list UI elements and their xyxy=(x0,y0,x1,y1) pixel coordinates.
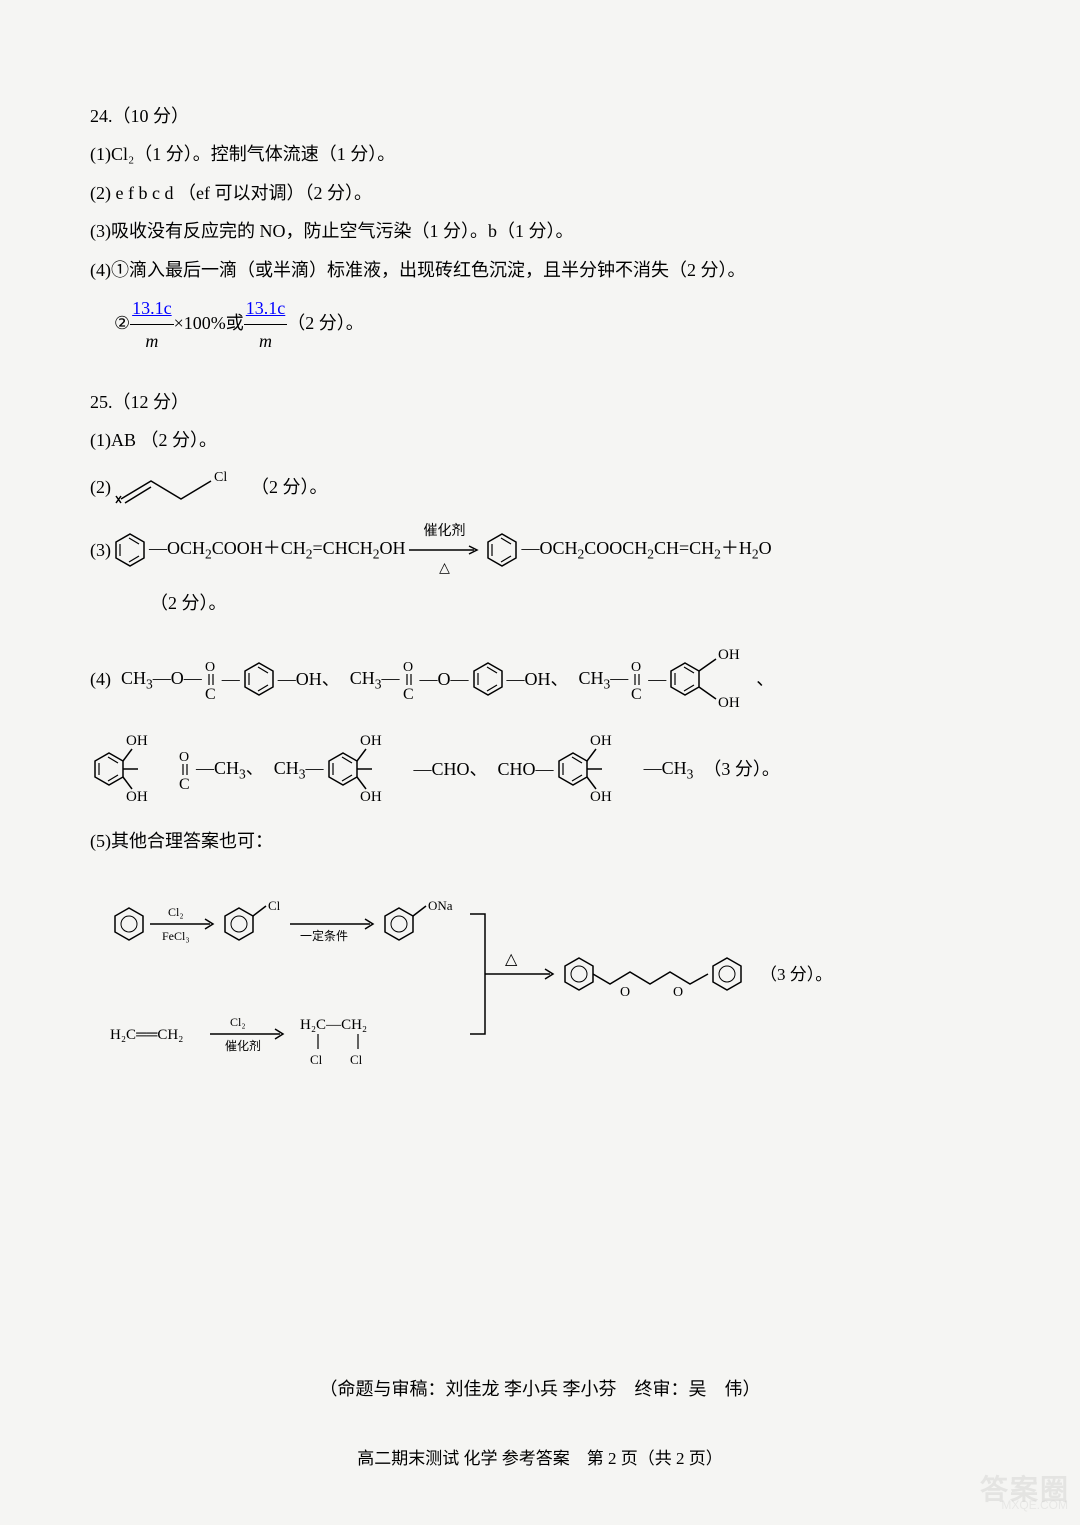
isomer-1: CH3—O— OC — —OH、 xyxy=(121,657,340,701)
svg-text:Cl₂: Cl₂ xyxy=(230,1015,246,1029)
footer-credit: （命题与审稿：刘佳龙 李小兵 李小芬 终审：吴 伟） xyxy=(0,1373,1080,1405)
svg-text:O: O xyxy=(403,660,413,675)
reaction-arrow: 催化剂 △ xyxy=(409,519,479,581)
allyl-chloride-structure: Cl xyxy=(111,463,231,513)
q24-p3: (3)吸收没有反应完的 NO，防止空气污染（1 分）。b（1 分）。 xyxy=(90,215,990,247)
carbonyl-icon-3: OC xyxy=(628,657,648,701)
frac-den: m xyxy=(130,325,174,357)
q25-p2: (2) Cl （2 分）。 xyxy=(90,463,990,513)
svg-text:OH: OH xyxy=(718,695,740,711)
question-25: 25.（12 分） (1)AB （2 分）。 (2) Cl （2 分）。 (3)… xyxy=(90,386,990,1084)
svg-text:（3 分）。: （3 分）。 xyxy=(760,965,832,984)
q24-p4b: ②13.1cm×100%或13.1cm（2 分）。 xyxy=(90,292,990,358)
svg-text:Cl: Cl xyxy=(214,470,227,485)
svg-text:OH: OH xyxy=(590,733,612,749)
svg-text:O: O xyxy=(179,750,189,765)
frac-den-2: m xyxy=(244,325,288,357)
benzene-ring-4 xyxy=(469,659,507,699)
q25-p4-prefix: (4) xyxy=(90,663,111,695)
benzene-diol-2: OH OH xyxy=(90,729,176,809)
svg-text:Cl: Cl xyxy=(310,1052,323,1067)
benzene-ring-3 xyxy=(240,659,278,699)
q24-p2: (2) e f b c d （ef 可以对调）（2 分）。 xyxy=(90,177,990,209)
svg-text:OH: OH xyxy=(718,647,740,663)
svg-text:C: C xyxy=(205,686,216,701)
svg-text:Cl: Cl xyxy=(350,1052,363,1067)
svg-text:O: O xyxy=(631,660,641,675)
arrow-bot: △ xyxy=(439,556,450,581)
isomer-4: OHOH OC —CH3、 xyxy=(90,729,264,809)
svg-text:一定条件: 一定条件 xyxy=(300,928,348,943)
fraction-1: 13.1cm xyxy=(130,292,174,358)
svg-text:△: △ xyxy=(505,951,518,968)
carbonyl-icon-4: OC xyxy=(176,747,196,791)
svg-text:OH: OH xyxy=(126,733,148,749)
q25-p4-row1: (4) CH3—O— OC — —OH、 CH3— OC —O— —OH、 CH… xyxy=(90,639,990,719)
svg-text:Cl: Cl xyxy=(268,898,281,913)
svg-text:催化剂: 催化剂 xyxy=(225,1038,261,1053)
q25-p1: (1)AB （2 分）。 xyxy=(90,424,990,456)
frac-num-2: 13.1c xyxy=(244,292,288,325)
q25-p3-suffix: （2 分）。 xyxy=(150,587,990,619)
isomer-6: CHO— OHOH —CH3 xyxy=(498,729,694,809)
isomer-2: CH3— OC —O— —OH、 xyxy=(350,657,569,701)
q24-header: 24.（10 分） xyxy=(90,100,990,132)
q24-p4b-mid: ×100%或 xyxy=(174,313,244,333)
q24-p4b-prefix: ② xyxy=(114,313,130,333)
isomer-3: CH3— OC — OHOH 、 xyxy=(579,639,775,719)
q24-p4a: (4)①滴入最后一滴（或半滴）标准液，出现砖红色沉淀，且半分钟不消失（2 分）。 xyxy=(90,254,990,286)
fraction-2: 13.1cm xyxy=(244,292,288,358)
benzene-diol-1: OH OH xyxy=(666,639,756,719)
svg-text:H₂C══CH₂: H₂C══CH₂ xyxy=(110,1027,183,1043)
q25-p5-prefix: (5)其他合理答案也可： xyxy=(90,825,990,857)
svg-text:OH: OH xyxy=(590,789,612,805)
svg-text:C: C xyxy=(403,686,414,701)
svg-text:H₂C—CH₂: H₂C—CH₂ xyxy=(300,1017,367,1033)
svg-text:O: O xyxy=(205,660,215,675)
q25-p2-prefix: (2) xyxy=(90,471,111,503)
svg-text:Cl₂: Cl₂ xyxy=(168,905,184,919)
q25-p3: (3) —OCH2COOH＋CH2=CHCH2OH 催化剂 △ —OCH2COO… xyxy=(90,519,990,581)
footer-page: 高二期末测试 化学 参考答案 第 2 页（共 2 页） xyxy=(0,1444,1080,1475)
q24-p1: (1)Cl₂（1 分）。控制气体流速（1 分）。 xyxy=(90,138,990,170)
q25-p2-suffix: （2 分）。 xyxy=(251,471,328,503)
q25-p4-row2: OHOH OC —CH3、 CH3— OHOH —CHO、 CHO— OHOH … xyxy=(90,729,990,809)
svg-text:O: O xyxy=(673,985,683,1000)
question-24: 24.（10 分） (1)Cl₂（1 分）。控制气体流速（1 分）。 (2) e… xyxy=(90,100,990,358)
q25-p3-prefix: (3) xyxy=(90,534,111,566)
svg-text:O: O xyxy=(620,985,630,1000)
q24-p4b-suffix: （2 分）。 xyxy=(287,313,364,333)
watermark-url: MXQE.COM xyxy=(1001,1495,1068,1517)
svg-text:FeCl₃: FeCl₃ xyxy=(162,929,190,943)
reaction-scheme: Cl₂ FeCl₃ Cl 一定条件 ONa △ O O （3 分）。 H₂C══CH… xyxy=(90,864,990,1084)
benzene-diol-4: OH OH xyxy=(554,729,644,809)
carbonyl-icon: OC xyxy=(202,657,222,701)
carbonyl-icon-2: OC xyxy=(400,657,420,701)
q25-p3-r2: —OCH2COOCH2CH=CH2＋H2O xyxy=(521,532,771,567)
svg-text:OH: OH xyxy=(360,733,382,749)
isomer-5: CH3— OHOH —CHO、 xyxy=(274,729,488,809)
q25-header: 25.（12 分） xyxy=(90,386,990,418)
benzene-diol-3: OH OH xyxy=(324,729,414,809)
q25-p3-r1: —OCH2COOH＋CH2=CHCH2OH xyxy=(149,532,405,567)
benzene-ring-1 xyxy=(111,530,149,570)
svg-text:ONa: ONa xyxy=(428,898,453,913)
arrow-top: 催化剂 xyxy=(423,519,465,544)
q25-p4-suffix: （3 分）。 xyxy=(703,753,780,785)
svg-text:C: C xyxy=(179,776,190,791)
svg-text:OH: OH xyxy=(126,789,148,805)
svg-text:OH: OH xyxy=(360,789,382,805)
benzene-ring-2 xyxy=(483,530,521,570)
svg-text:C: C xyxy=(631,686,642,701)
frac-num: 13.1c xyxy=(130,292,174,325)
